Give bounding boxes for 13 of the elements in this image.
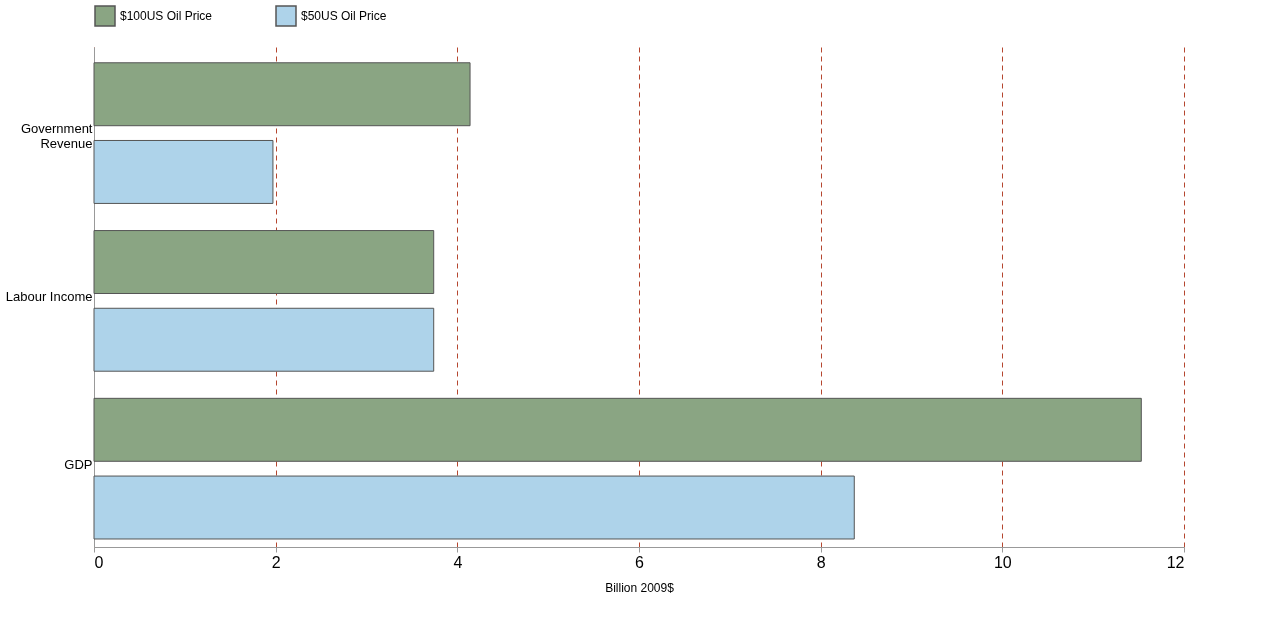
x-tick-label: 10 xyxy=(993,553,1012,571)
legend-label: $100US Oil Price xyxy=(120,9,213,23)
y-tick-label: Labour Income xyxy=(5,289,93,304)
legend-label: $50US Oil Price xyxy=(301,9,387,23)
x-tick-label: 2 xyxy=(271,553,281,571)
y-tick-label: Government Revenue xyxy=(20,121,93,152)
x-tick-label: 6 xyxy=(635,553,645,571)
x-axis-title: Billion 2009$ xyxy=(605,580,675,595)
x-tick-label: 12 xyxy=(1166,553,1185,571)
y-tick-label: GDP xyxy=(64,456,93,472)
x-tick-label: 4 xyxy=(453,553,463,571)
x-tick-label: 0 xyxy=(94,553,104,571)
x-tick-label: 8 xyxy=(816,553,826,571)
